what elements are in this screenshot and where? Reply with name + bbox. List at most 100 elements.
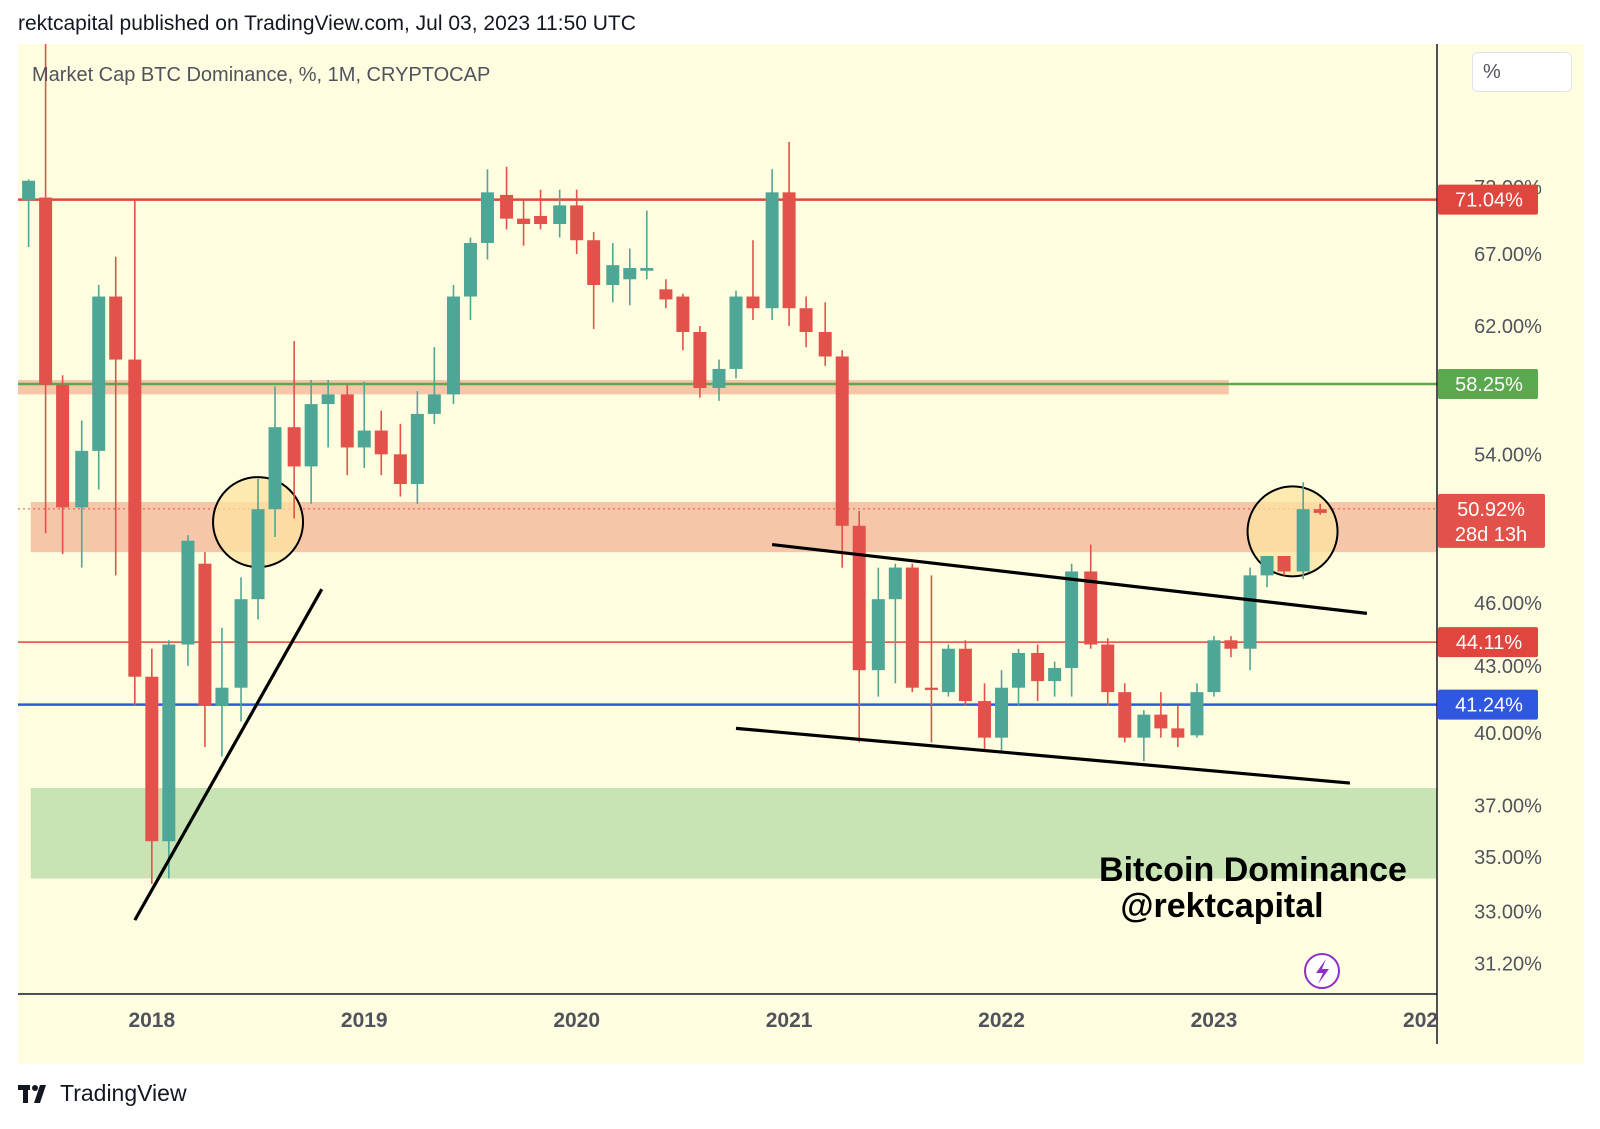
candle-body	[995, 687, 1009, 738]
candle	[251, 478, 265, 620]
candle-body	[693, 332, 707, 388]
annotation-handle: @rektcapital	[1120, 887, 1323, 925]
candle-body	[340, 394, 354, 448]
lightning-icon[interactable]	[1304, 953, 1340, 989]
candle-body	[517, 218, 531, 224]
candle-body	[215, 687, 229, 706]
candle	[871, 567, 885, 697]
level-price-tag: 41.24%	[1438, 689, 1538, 720]
tradingview-logo-icon	[18, 1084, 46, 1103]
candle-body	[357, 430, 371, 448]
y-tick-label: 33.00%	[1474, 902, 1542, 924]
candle	[958, 640, 972, 706]
candle	[463, 237, 477, 321]
candle	[56, 375, 70, 555]
candle	[765, 169, 779, 321]
y-tick-label: 35.00%	[1474, 847, 1542, 869]
candle	[427, 347, 441, 424]
candle-body	[1084, 571, 1098, 645]
candle	[39, 44, 53, 534]
candle	[517, 200, 531, 246]
candle	[1118, 683, 1132, 743]
candle	[693, 326, 707, 398]
level-tag-text: 71.04%	[1455, 190, 1523, 212]
current-price-tag: 50.92% 28d 13h	[1438, 493, 1545, 548]
candle-body	[393, 454, 407, 485]
candle-body	[924, 687, 938, 690]
candle-body	[1154, 714, 1168, 729]
candle	[198, 552, 212, 748]
candle-body	[1137, 714, 1151, 738]
candle-body	[659, 289, 673, 300]
candle	[75, 420, 89, 568]
candle	[145, 648, 159, 884]
candle-body	[128, 359, 142, 677]
candle	[606, 242, 620, 303]
candle-body	[480, 192, 494, 243]
candle-body	[1260, 555, 1274, 576]
candle	[480, 169, 494, 260]
candle-body	[1313, 509, 1327, 513]
annotation-title: Bitcoin Dominance	[1099, 851, 1407, 889]
candle-body	[162, 644, 176, 842]
candle-body	[446, 296, 460, 395]
candle-body	[234, 599, 248, 688]
candle	[1065, 563, 1079, 697]
candle-body	[623, 267, 637, 280]
candle	[729, 290, 743, 379]
candle-body	[287, 427, 301, 467]
candle-body	[871, 599, 885, 671]
trendline	[133, 588, 324, 921]
candle	[304, 379, 318, 504]
candle-body	[304, 404, 318, 467]
candle	[1313, 503, 1327, 515]
y-tick-label: 46.00%	[1474, 593, 1542, 615]
x-tick-label: 2019	[341, 1009, 388, 1032]
candle	[1154, 692, 1168, 738]
level-tag-bg	[1438, 689, 1538, 720]
candle	[1084, 544, 1098, 649]
candle	[340, 384, 354, 476]
candle	[393, 423, 407, 497]
y-tick-label: 31.20%	[1474, 954, 1542, 976]
chart-panel[interactable]: Bitcoin Dominance @rektcapital 72.00%67.…	[18, 44, 1584, 1064]
candle-body	[1118, 692, 1132, 738]
candle	[1048, 661, 1062, 697]
scale-toggle-button[interactable]: %	[1472, 52, 1572, 92]
candle	[587, 232, 601, 330]
candle-body	[888, 567, 902, 600]
candle	[22, 179, 36, 248]
trendline	[771, 542, 1368, 615]
x-tick-label: 2022	[978, 1009, 1025, 1032]
candle	[321, 379, 335, 448]
footer-brand[interactable]: TradingView	[18, 1080, 187, 1107]
current-price-text: 50.92%	[1457, 499, 1525, 521]
candle-body	[198, 563, 212, 706]
candle-body	[782, 192, 796, 309]
zone-band	[18, 379, 1229, 395]
candle-body	[268, 427, 282, 510]
candle-body	[1207, 640, 1221, 693]
candle	[1224, 636, 1238, 658]
candle	[782, 141, 796, 327]
candle-body	[1012, 652, 1026, 688]
candle	[640, 210, 654, 280]
candle-body	[22, 180, 36, 201]
x-tick-label: 2020	[553, 1009, 600, 1032]
candle-body	[1065, 571, 1079, 669]
candle-body	[1277, 555, 1291, 572]
candle-body	[852, 525, 866, 671]
candle-body	[56, 384, 70, 508]
candle	[1243, 567, 1257, 671]
candle-body	[1224, 640, 1238, 649]
candlestick-chart[interactable]: Bitcoin Dominance @rektcapital 72.00%67.…	[18, 44, 1584, 1064]
candle-body	[570, 205, 584, 241]
candle	[1296, 482, 1310, 580]
candle	[410, 391, 424, 504]
candle	[852, 511, 866, 743]
candle-body	[1048, 668, 1062, 682]
candle	[1031, 644, 1045, 702]
candle	[818, 302, 832, 366]
candle	[1190, 683, 1204, 738]
candle	[676, 293, 690, 351]
